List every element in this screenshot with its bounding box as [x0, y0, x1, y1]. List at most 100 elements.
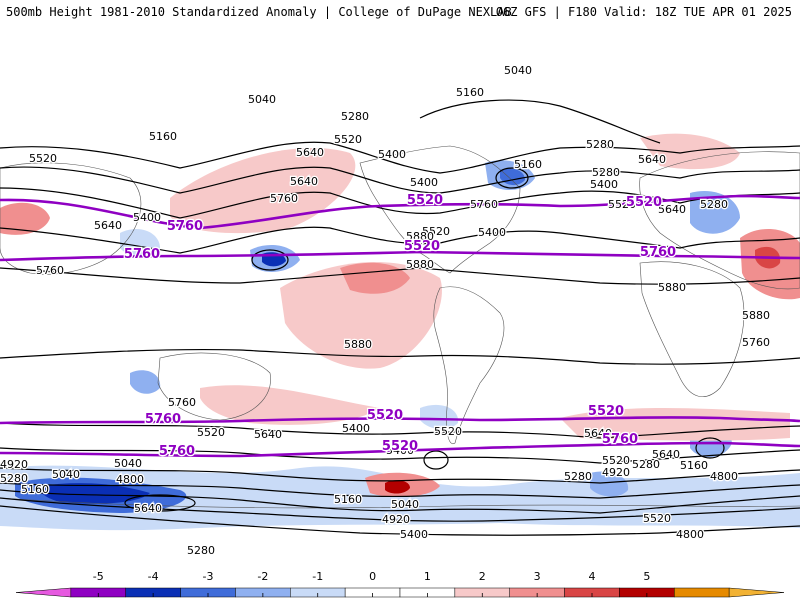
contour-5880-south — [0, 348, 800, 365]
contour-5040-north — [419, 99, 661, 144]
colorbar-tick-label: 5 — [643, 570, 650, 583]
contour-label: 5280 — [341, 110, 369, 123]
anomaly-negative-south-atlantic — [420, 404, 459, 430]
europe-asia-outline — [639, 151, 800, 290]
contour-5640-north — [0, 226, 800, 254]
north-america-outline — [359, 145, 521, 274]
contour-label: 5040 — [52, 468, 80, 481]
contour-label: 5520 — [643, 512, 671, 525]
contour-label: 4920 — [382, 513, 410, 526]
contour-5640-south — [0, 422, 800, 439]
africa-outline — [639, 261, 745, 397]
anomaly-fills — [0, 133, 800, 531]
model-valid-time: 06Z GFS | F180 Valid: 18Z TUE APR 01 202… — [495, 5, 792, 19]
reference-contour-label: 5760 — [167, 219, 203, 234]
contour-label: 5160 — [149, 130, 177, 143]
contour-label: 4920 — [0, 458, 28, 471]
contour-label: 5400 — [590, 178, 618, 191]
colorbar-swatches — [15, 587, 785, 598]
contour-label: 5280 — [632, 458, 660, 471]
anomaly-negative-indian-ocean — [130, 370, 161, 394]
contour-label: 5400 — [342, 422, 370, 435]
contour-label: 5040 — [504, 64, 532, 77]
contour-label: 5640 — [584, 427, 612, 440]
contour-label: 5400 — [478, 226, 506, 239]
contour-label: 5280 — [700, 198, 728, 211]
contour-label: 5040 — [248, 93, 276, 106]
contour-label: 5520 — [602, 454, 630, 467]
anomaly-positive-band-south — [200, 385, 380, 425]
contour-label: 5880 — [658, 281, 686, 294]
colorbar-swatch — [728, 587, 785, 598]
contour-label: 5760 — [168, 396, 196, 409]
reference-contour-label: 5520 — [626, 195, 662, 210]
map-title: 500mb Height 1981-2010 Standardized Anom… — [6, 5, 512, 19]
contour-label: 5280 — [187, 544, 215, 557]
contour-label: 5760 — [470, 198, 498, 211]
anomaly-positive-tropical — [280, 261, 442, 369]
colorbar-tick-label: 0 — [369, 570, 376, 583]
contour-5160-north — [0, 141, 800, 174]
contour-label: 5880 — [406, 258, 434, 271]
anomaly-map: 5040 5040 5160 5280 5520 5280 5160 5400 5640 5520… — [0, 28, 800, 558]
anomaly-positive-west-asia — [0, 202, 50, 235]
reference-contour-label: 5520 — [588, 404, 624, 419]
contour-label: 4920 — [602, 466, 630, 479]
contour-low-southeast — [695, 437, 725, 459]
contour-label: 5640 — [254, 428, 282, 441]
colorbar-tick-label: -1 — [312, 570, 323, 583]
contour-label: 5880 — [344, 338, 372, 351]
continent-outlines — [0, 145, 800, 509]
contour-label: 5160 — [456, 86, 484, 99]
colorbar-swatch — [15, 587, 72, 598]
reference-contour-label: 5760 — [159, 444, 195, 459]
colorbar-tick-label: 1 — [424, 570, 431, 583]
reference-contour-label: 5760 — [124, 247, 160, 262]
contour-label: 5160 — [334, 493, 362, 506]
purple-5520-north — [0, 194, 800, 230]
contour-label: 4800 — [116, 473, 144, 486]
contour-label: 5400 — [410, 176, 438, 189]
contour-label: 5520 — [422, 225, 450, 238]
australia-outline — [157, 352, 271, 421]
reference-contour-label: 5520 — [382, 439, 418, 454]
contour-label: 5760 — [36, 264, 64, 277]
colorbar-tick-label: 3 — [534, 570, 541, 583]
colorbar-tick-label: 4 — [589, 570, 596, 583]
contour-low-canada — [495, 167, 529, 189]
reference-contours — [0, 194, 800, 458]
reference-contour-label: 5520 — [407, 193, 443, 208]
contour-label: 5520 — [334, 133, 362, 146]
contour-label: 5760 — [270, 192, 298, 205]
contour-label: 5640 — [652, 448, 680, 461]
reference-contour-label: 5760 — [602, 432, 638, 447]
contour-5400-north — [0, 187, 800, 219]
colorbar-svg: -5 -4 -3 -2 -1 0 1 2 3 4 5 — [15, 570, 785, 598]
anomaly-positive-southeast — [560, 408, 790, 441]
anomaly-negative-south-pacific — [590, 471, 629, 497]
contour-label: 5280 — [564, 470, 592, 483]
purple-5760-north — [0, 250, 800, 262]
contour-label: 5040 — [114, 457, 142, 470]
anomaly-negative-scandinavia — [690, 190, 740, 234]
contour-5040-south — [0, 489, 800, 514]
contour-label: 5280 — [0, 472, 28, 485]
anomaly-negative-inner-south — [39, 483, 150, 504]
contour-label: 4800 — [676, 528, 704, 541]
contour-low-pacific — [251, 249, 289, 271]
colorbar-tick-label: -3 — [203, 570, 214, 583]
contour-label: 4800 — [710, 470, 738, 483]
contour-label: 5760 — [742, 336, 770, 349]
reference-contour-label: 5760 — [640, 245, 676, 260]
contour-label: 5280 — [592, 166, 620, 179]
contour-low-south-atlantic — [423, 450, 449, 470]
contour-label: 5640 — [290, 175, 318, 188]
contour-label: 5520 — [434, 425, 462, 438]
height-contours — [0, 99, 800, 536]
colorbar-tick-label: -5 — [93, 570, 104, 583]
purple-5760-south — [0, 416, 800, 425]
antarctica-outline — [0, 497, 800, 509]
contour-5400-south — [0, 447, 800, 464]
contour-4800-south — [0, 505, 800, 536]
